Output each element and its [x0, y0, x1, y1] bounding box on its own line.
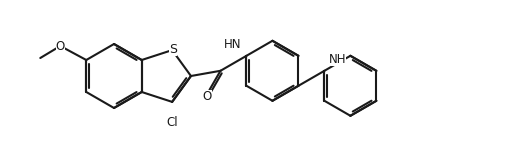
Text: Cl: Cl [166, 116, 178, 129]
Text: NH: NH [329, 53, 346, 66]
Text: HN: HN [224, 38, 241, 51]
Text: O: O [56, 40, 65, 52]
Text: O: O [203, 90, 212, 103]
Text: S: S [169, 43, 177, 56]
